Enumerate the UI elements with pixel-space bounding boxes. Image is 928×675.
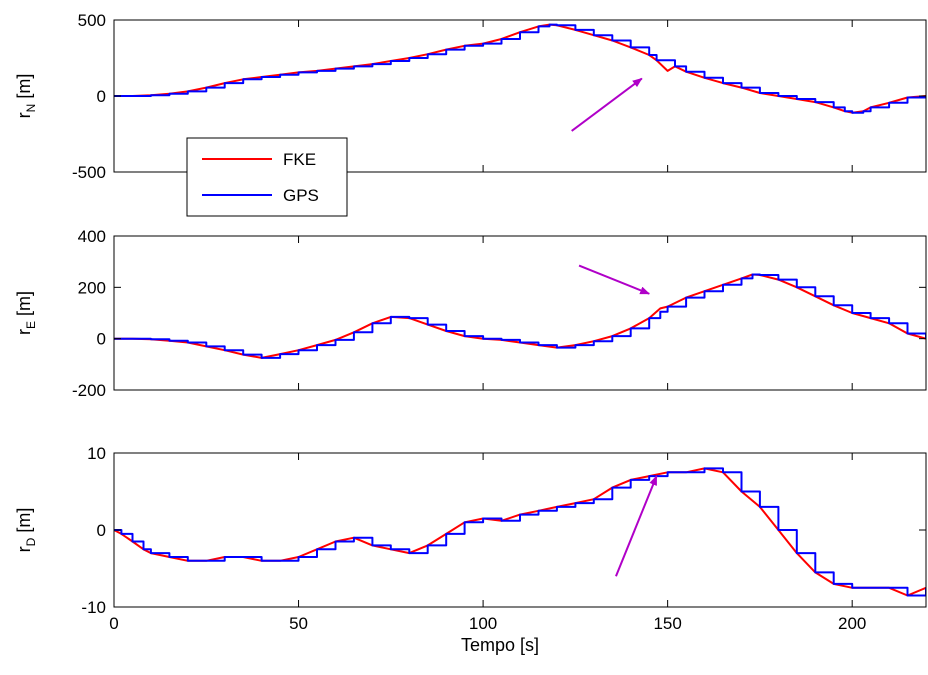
- series-group-rD: [114, 467, 926, 597]
- x-axis-label: Tempo [s]: [461, 635, 539, 655]
- series-line-rD-fke: [114, 467, 926, 597]
- y-tick-label: 200: [78, 278, 106, 297]
- x-tick-label: 0: [109, 614, 118, 633]
- series-line-rN-gps: [114, 23, 926, 114]
- y-tick-label: 0: [97, 330, 106, 349]
- y-tick-label: 10: [87, 444, 106, 463]
- series-line-rE-gps: [114, 273, 926, 359]
- annotation-arrow: [578, 264, 651, 295]
- subplot-rE: -200 0 200 400 rE [m]: [14, 227, 927, 400]
- y-axis-label: rN [m]: [14, 74, 38, 119]
- x-tick-label: 200: [838, 614, 866, 633]
- legend-box: [186, 137, 348, 217]
- y-tick-label: -500: [72, 163, 106, 182]
- series-group-rE: [114, 273, 926, 359]
- series-group-rN: [114, 23, 926, 114]
- y-tick-label: -200: [72, 381, 106, 400]
- x-tick-label: 150: [653, 614, 681, 633]
- axes-frame-rD: [113, 452, 927, 608]
- annotation-arrow: [571, 77, 643, 132]
- y-tick-label: 400: [78, 227, 106, 246]
- axes-frame-rE: [113, 235, 927, 391]
- legend-label-fke: FKE: [283, 150, 316, 169]
- y-tick-label: 0: [97, 521, 106, 540]
- annotation-arrow: [615, 475, 658, 577]
- subplot-rN: -500 0 500 rN [m] FKE GPS: [14, 11, 927, 217]
- y-axis-label: rD [m]: [14, 508, 38, 553]
- y-tick-label: -10: [81, 598, 106, 617]
- legend: FKE GPS: [186, 137, 348, 217]
- y-tick-label: 0: [97, 87, 106, 106]
- y-tick-label: 500: [78, 11, 106, 30]
- legend-label-gps: GPS: [283, 186, 319, 205]
- x-tick-label: 50: [289, 614, 308, 633]
- x-tick-label: 100: [469, 614, 497, 633]
- y-axis-label: rE [m]: [14, 291, 38, 335]
- series-line-rD-gps: [114, 467, 926, 597]
